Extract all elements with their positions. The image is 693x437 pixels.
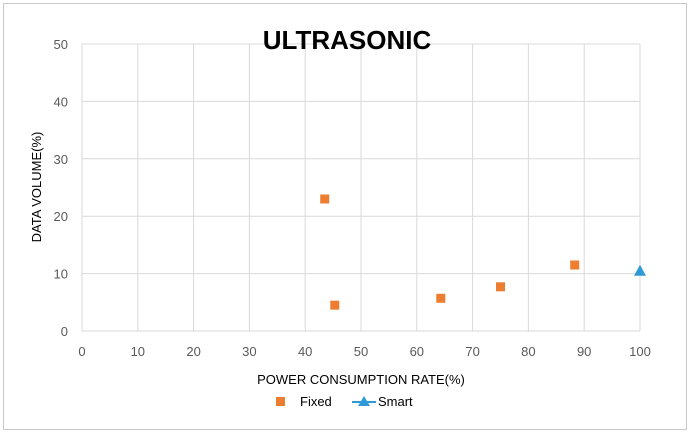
fixed-point [570,260,580,270]
grid-lines [81,43,641,332]
legend-smart-label: Smart [378,394,413,409]
x-tick-label: 30 [242,344,256,359]
y-tick-label: 40 [54,94,68,109]
x-tick-label: 40 [298,344,312,359]
x-tick-label: 0 [78,344,85,359]
y-tick-label: 0 [61,324,68,339]
smart-point [634,264,646,276]
x-tick-label: 10 [131,344,145,359]
fixed-point [330,300,340,310]
x-tick-label: 100 [629,344,651,359]
y-tick-label: 50 [54,37,68,52]
x-tick-labels: 0 10 20 30 40 50 60 70 80 90 100 [78,344,650,359]
x-tick-label: 60 [410,344,424,359]
x-tick-label: 90 [577,344,591,359]
chart-title: ULTRASONIC [263,25,432,55]
x-tick-label: 70 [465,344,479,359]
legend-fixed-label: Fixed [300,394,332,409]
legend-fixed-marker [276,397,285,406]
y-axis-label: DATA VOLUME(%) [29,132,44,243]
fixed-point [496,282,505,292]
legend-smart-marker [358,396,370,406]
y-tick-label: 30 [54,152,68,167]
data-points [320,194,646,310]
y-tick-label: 20 [54,209,68,224]
fixed-point [320,194,330,204]
legend: Fixed Smart [276,394,413,409]
x-tick-label: 80 [521,344,535,359]
fixed-point [436,293,446,303]
x-tick-label: 20 [186,344,200,359]
x-tick-label: 50 [354,344,368,359]
y-tick-labels: 0 10 20 30 40 50 [54,37,68,339]
y-tick-label: 10 [54,267,68,282]
x-axis-label: POWER CONSUMPTION RATE(%) [257,372,465,387]
